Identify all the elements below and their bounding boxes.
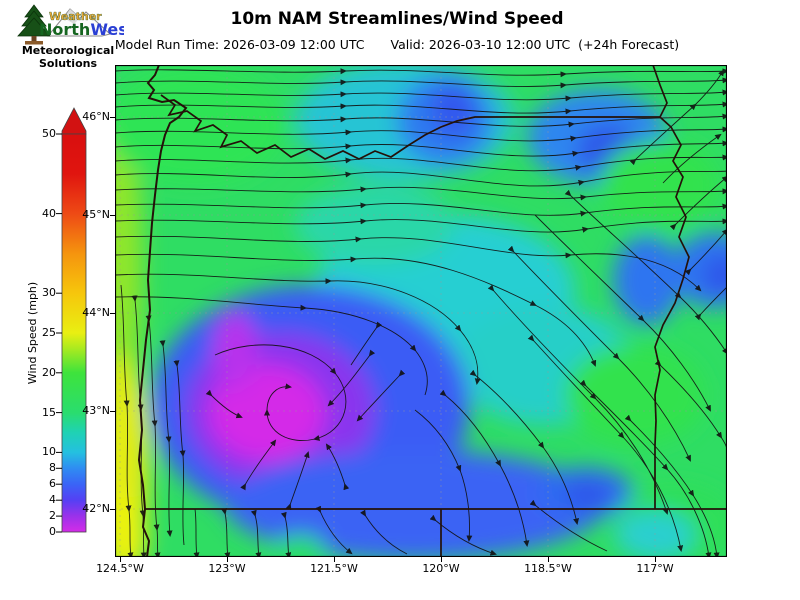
lon-tick [441, 557, 442, 562]
valid-time: Valid: 2026-03-10 12:00 UTC (+24h Foreca… [390, 37, 680, 52]
tagline-line1: Meteorological [21, 44, 115, 57]
columbia-river-border [160, 94, 660, 160]
lat-tick [110, 411, 115, 412]
lon-label-121-5w: 121.5°W [310, 562, 358, 575]
logo-word-weather: Weather [49, 10, 102, 23]
state-borders [137, 65, 727, 557]
streamline-bottom-band [195, 509, 408, 557]
colorbar-tick-2: 2 [49, 509, 56, 522]
pine-tree-icon [17, 4, 51, 45]
subtitle: Model Run Time: 2026-03-09 12:00 UTC Val… [115, 37, 679, 52]
streamline-wind-map [115, 65, 727, 557]
lon-tick [227, 557, 228, 562]
streamline-coastal [121, 284, 184, 557]
mountain-shading [64, 9, 80, 24]
colorbar-tick-30: 30 [42, 286, 56, 299]
lat-label-42n: 42°N [82, 502, 110, 515]
lat-tick [110, 215, 115, 216]
streamlines [115, 70, 727, 557]
lon-tick [548, 557, 549, 562]
colorbar-ticks [56, 133, 62, 533]
lat-tick [110, 117, 115, 118]
lat-label-44n: 44°N [82, 306, 110, 319]
colorbar-tick-4: 4 [49, 493, 56, 506]
colorbar-gradient-bar [61, 133, 87, 533]
colorbar [56, 107, 87, 533]
colorbar-tick-40: 40 [42, 207, 56, 220]
lat-label-45n: 45°N [82, 208, 110, 221]
colorbar-tick-20: 20 [42, 366, 56, 379]
logo-word-northwest: NorthWest [39, 20, 124, 39]
wind-speed-field [115, 65, 727, 557]
lon-label-120w: 120°W [422, 562, 460, 575]
lon-label-124-5w: 124.5°W [96, 562, 144, 575]
coastline [137, 65, 188, 557]
lon-label-123w: 123°W [208, 562, 246, 575]
colorbar-tick-25: 25 [42, 326, 56, 339]
lon-label-118-5w: 118.5°W [524, 562, 572, 575]
lat-label-46n: 46°N [82, 110, 110, 123]
colorbar-tick-15: 15 [42, 406, 56, 419]
streamline-calm-swirl [211, 327, 400, 505]
lat-tick [110, 313, 115, 314]
colorbar-tick-8: 8 [49, 461, 56, 474]
lon-label-117w: 117°W [636, 562, 674, 575]
lat-tick [110, 509, 115, 510]
colorbar-tick-10: 10 [42, 445, 56, 458]
streamline-northeast-corner [635, 71, 727, 315]
lon-tick [334, 557, 335, 562]
tagline-line2: Solutions [38, 57, 98, 70]
page-title: 10m NAM Streamlines/Wind Speed [230, 9, 564, 29]
snake-river-idaho-border [652, 65, 690, 509]
lon-tick [655, 557, 656, 562]
logo-tagline: Meteorological Solutions [8, 44, 128, 70]
colorbar-axis-label: Wind Speed (mph) [26, 281, 39, 385]
lon-tick [120, 557, 121, 562]
weathernorthwest-logo: Weather NorthWest [17, 4, 124, 45]
colorbar-tick-6: 6 [49, 477, 56, 490]
streamline-mid-band [115, 187, 727, 396]
lat-label-43n: 43°N [82, 404, 110, 417]
colorbar-tick-0: 0 [49, 525, 56, 538]
model-run-time: Model Run Time: 2026-03-09 12:00 UTC [114, 37, 365, 52]
colorbar-tick-50: 50 [42, 127, 56, 140]
streamline-north-band [115, 70, 727, 186]
map-frame [115, 65, 727, 557]
